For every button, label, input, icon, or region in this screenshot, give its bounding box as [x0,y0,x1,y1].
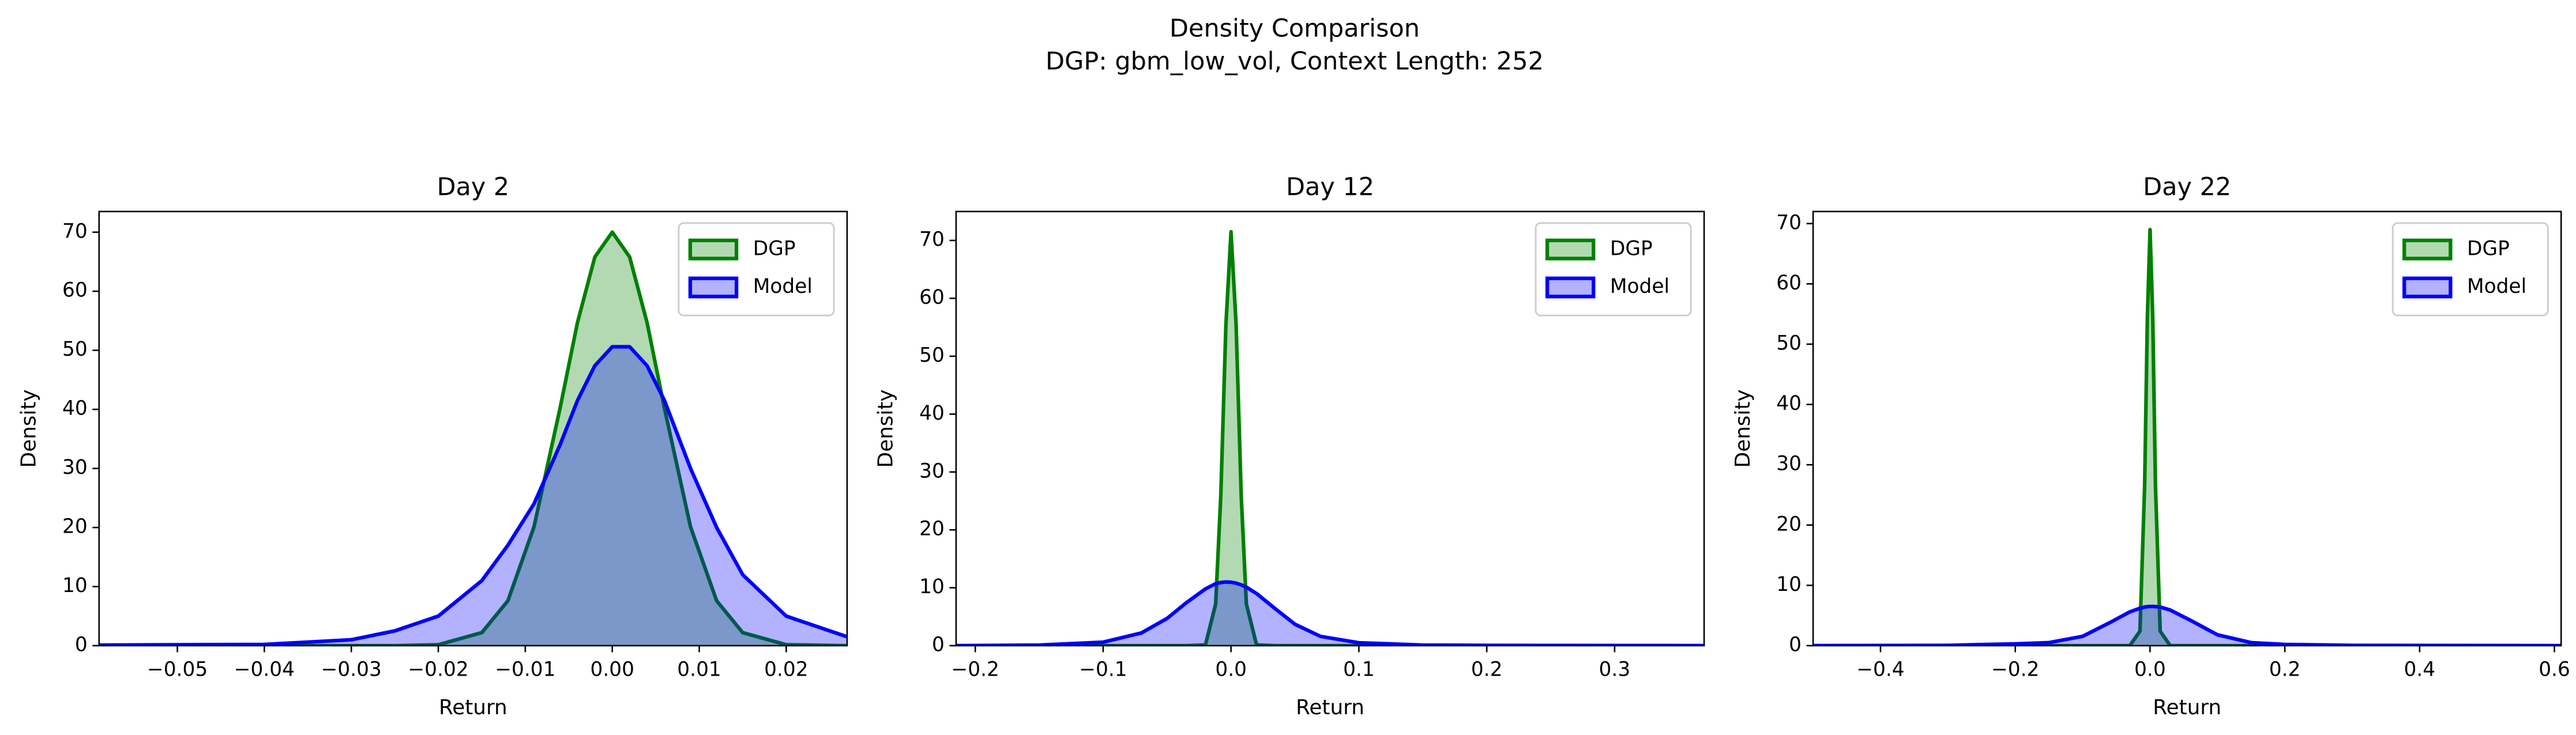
x-tick-label: 0.2 [2269,658,2301,681]
y-tick-label: 50 [919,344,945,367]
x-tick-label: −0.4 [1856,658,1904,681]
x-tick-label: −0.01 [495,658,555,681]
legend-label: Model [2467,275,2526,298]
axes-title: Day 12 [1286,172,1374,201]
y-tick-label: 20 [62,515,88,538]
density-line [956,580,1705,646]
y-tick-label: 0 [1789,633,1802,656]
y-tick-label: 30 [1776,453,1802,476]
x-tick-label: 0.0 [2134,658,2166,681]
x-tick-label: 0.3 [1599,658,1631,681]
density-fill [956,582,1705,646]
plot-area [1813,228,2562,646]
y-tick-label: 70 [919,228,945,251]
x-axis-label: Return [1296,696,1364,719]
series-group [956,229,1705,646]
y-tick-label: 60 [62,279,88,302]
legend-label: Model [753,275,813,298]
x-tick-label: 0.4 [2404,658,2435,681]
legend-label: DGP [1610,237,1653,260]
density-line [1813,604,2562,646]
figure-title: Density Comparison [1169,14,1420,43]
y-tick-label: 20 [1776,512,1802,536]
y-tick-label: 40 [62,397,88,420]
y-tick-label: 60 [1776,272,1802,295]
legend-swatch [1545,238,1596,261]
x-tick-label: −0.05 [147,658,208,681]
density-fill [99,346,847,646]
x-tick-label: −0.04 [234,658,295,681]
x-tick-label: 0.01 [677,658,721,681]
legend-label: Model [1610,275,1669,298]
y-tick-label: 40 [1776,392,1802,415]
y-axis-label: Density [17,389,41,468]
density-line [956,229,1705,646]
y-tick-label: 40 [919,402,945,425]
x-tick-label: 0.00 [590,658,634,681]
y-tick-label: 30 [62,456,88,479]
legend-box [2391,222,2549,316]
y-tick-label: 10 [1776,573,1802,596]
legend-label: DGP [2467,237,2510,260]
x-axis-label: Return [2153,696,2221,719]
density-fill [1813,606,2562,646]
legend-swatch [2402,276,2453,299]
legend-swatch [688,276,739,299]
y-tick-label: 50 [62,338,88,361]
y-tick-label: 50 [1776,332,1802,355]
legend-swatch [1545,276,1596,299]
legend-box [678,222,835,316]
figure-subtitle: DGP: gbm_low_vol, Context Length: 252 [1046,47,1544,76]
density-line [99,345,847,646]
x-tick-label: −0.03 [321,658,382,681]
axes-frame [98,210,848,647]
y-tick-label: 0 [932,633,945,656]
x-tick-label: 0.0 [1215,658,1247,681]
y-tick-label: 10 [919,575,945,598]
x-tick-label: 0.2 [1471,658,1503,681]
x-tick-label: −0.2 [1991,658,2039,681]
y-tick-label: 20 [919,518,945,541]
density-fill [99,232,847,646]
axes-frame [955,210,1705,647]
x-tick-label: −0.02 [408,658,468,681]
axes-frame [1812,210,2562,647]
legend-box [1535,222,1692,316]
y-tick-label: 10 [62,574,88,597]
x-axis-label: Return [439,696,507,719]
y-axis-label: Density [874,389,898,468]
legend-swatch [688,238,739,261]
y-axis-label: Density [1731,389,1755,468]
axes-title: Day 2 [437,172,509,201]
plot-area [956,229,1705,646]
y-tick-label: 30 [919,459,945,483]
x-tick-label: 0.02 [764,658,808,681]
x-tick-label: 0.1 [1343,658,1375,681]
density-line [1813,228,2562,646]
series-group [1813,228,2562,646]
axes-title: Day 22 [2143,172,2231,201]
x-tick-label: 0.6 [2539,658,2570,681]
x-tick-label: −0.1 [1079,658,1127,681]
legend-label: DGP [753,237,796,260]
y-tick-label: 0 [75,633,88,656]
x-tick-label: −0.2 [951,658,999,681]
y-tick-label: 70 [62,220,88,243]
legend-swatch [2402,238,2453,261]
y-tick-label: 60 [919,286,945,309]
y-tick-label: 70 [1776,211,1802,234]
